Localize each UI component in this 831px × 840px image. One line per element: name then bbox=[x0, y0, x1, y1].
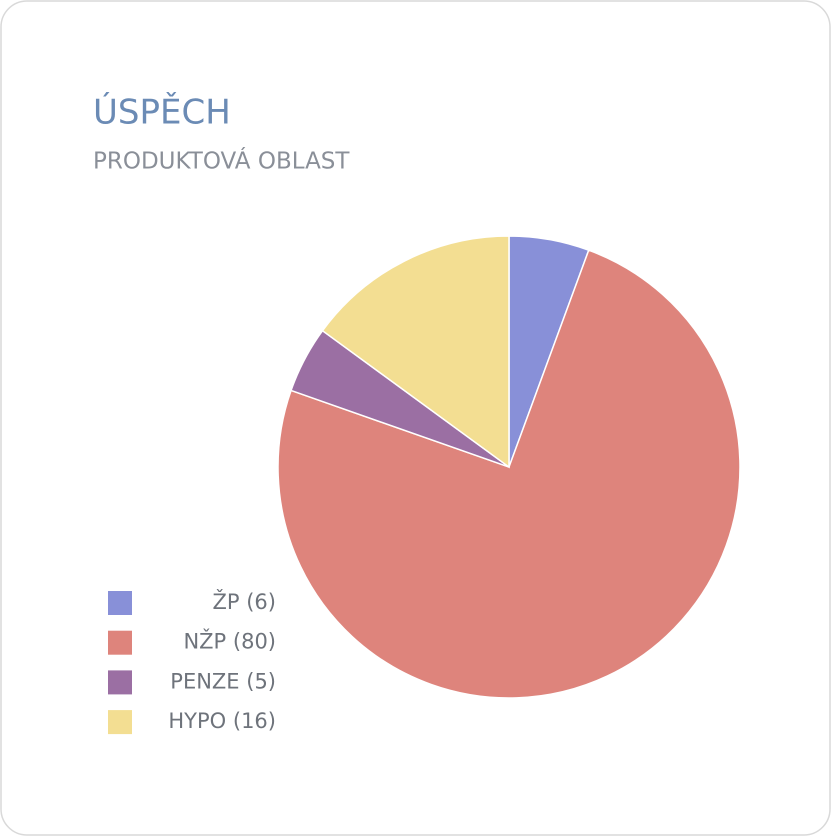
legend-label: HYPO (16) bbox=[168, 709, 276, 733]
chart-subtitle: PRODUKTOVÁ OBLAST bbox=[93, 147, 350, 175]
chart-title: ÚSPĚCH bbox=[93, 92, 231, 133]
legend-label: ŽP (6) bbox=[213, 589, 276, 614]
legend-label: PENZE (5) bbox=[170, 669, 276, 693]
legend-swatch bbox=[108, 630, 132, 655]
legend-swatch bbox=[108, 710, 132, 735]
pie-slice bbox=[277, 249, 741, 699]
legend-label: NŽP (80) bbox=[183, 629, 276, 654]
pie-slice bbox=[321, 235, 510, 469]
legend-swatch bbox=[108, 670, 132, 695]
legend-swatch bbox=[108, 591, 132, 615]
